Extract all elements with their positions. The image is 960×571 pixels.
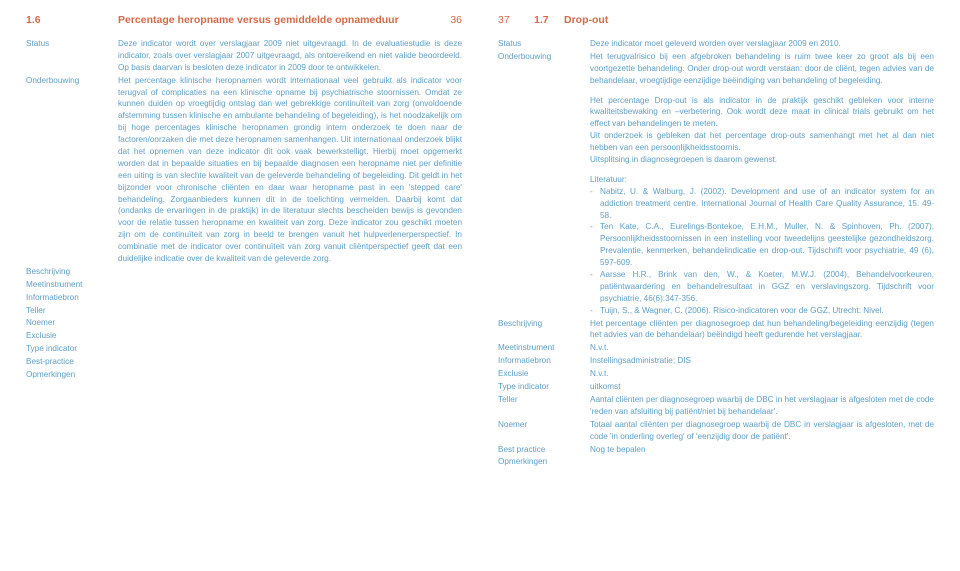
field-value	[590, 456, 934, 468]
field-label: Noemer	[498, 419, 590, 443]
literature-text: Ten Kate, C.A., Eurelings-Bontekoe, E.H.…	[600, 221, 934, 269]
field-value: Het terugvalrisico bij een afgebroken be…	[590, 51, 934, 317]
field-value: uitkomst	[590, 381, 934, 393]
field-label: Teller	[26, 305, 118, 317]
field-value	[118, 305, 462, 317]
field-value: Nog te bepalen	[590, 444, 934, 456]
field-label: Exclusie	[26, 330, 118, 342]
field-value: Totaal aantal cliënten per diagnosegroep…	[590, 419, 934, 443]
spacer	[590, 166, 934, 174]
literature-item: -Aarsse H.R., Brink van den, W., & Koete…	[590, 269, 934, 305]
field-value	[118, 369, 462, 381]
field-label: Best-practice	[26, 356, 118, 368]
field-value: N.v.t.	[590, 342, 934, 354]
paragraph: Het percentage Drop-out is als indicator…	[590, 95, 934, 131]
dash-icon: -	[590, 221, 600, 269]
field-value: Deze indicator wordt over verslagjaar 20…	[118, 38, 462, 74]
paragraph: Uitsplitsing in diagnosegroepen is daaro…	[590, 154, 934, 166]
left-page: 1.6 Percentage heropname versus gemiddel…	[0, 0, 480, 571]
field-label: Type indicator	[498, 381, 590, 393]
field-value	[118, 356, 462, 368]
field-label: Beschrijving	[26, 266, 118, 278]
field-value: Aantal cliënten per diagnosegroep waarbi…	[590, 394, 934, 418]
paragraph: Uit onderzoek is gebleken dat het percen…	[590, 130, 934, 154]
field-label: Opmerkingen	[498, 456, 590, 468]
paragraph: Het terugvalrisico bij een afgebroken be…	[590, 51, 934, 87]
field-label: Meetinstrument	[498, 342, 590, 354]
dash-icon: -	[590, 186, 600, 222]
left-heading: 1.6 Percentage heropname versus gemiddel…	[26, 14, 462, 26]
literature-label: Literatuur:	[590, 174, 934, 186]
field-label: Informatiebron	[498, 355, 590, 367]
field-label: Informatiebron	[26, 292, 118, 304]
field-value: Deze indicator moet geleverd worden over…	[590, 38, 934, 50]
literature-text: Nabitz, U. & Walburg, J. (2002). Develop…	[600, 186, 934, 222]
dash-icon: -	[590, 269, 600, 305]
field-label: Type indicator	[26, 343, 118, 355]
section-title: Percentage heropname versus gemiddelde o…	[118, 14, 432, 26]
field-label: Best practice	[498, 444, 590, 456]
field-label: Onderbouwing	[498, 51, 590, 317]
field-value	[118, 279, 462, 291]
field-label: Meetinstrument	[26, 279, 118, 291]
field-label: Onderbouwing	[26, 75, 118, 265]
section-number: 1.7	[534, 14, 564, 26]
field-label: Opmerkingen	[26, 369, 118, 381]
right-heading: 37 1.7 Drop-out	[498, 14, 934, 26]
literature-item: -Nabitz, U. & Walburg, J. (2002). Develo…	[590, 186, 934, 222]
field-value: N.v.t.	[590, 368, 934, 380]
field-value: Instellingsadministratie; DIS	[590, 355, 934, 367]
page-number: 37	[498, 14, 528, 26]
field-label: Exclusie	[498, 368, 590, 380]
field-value	[118, 330, 462, 342]
literature-item: -Ten Kate, C.A., Eurelings-Bontekoe, E.H…	[590, 221, 934, 269]
field-value	[118, 266, 462, 278]
page-number: 36	[432, 14, 462, 26]
field-label: Status	[498, 38, 590, 50]
dash-icon: -	[590, 305, 600, 317]
field-label: Status	[26, 38, 118, 74]
literature-text: Aarsse H.R., Brink van den, W., & Koeter…	[600, 269, 934, 305]
field-value	[118, 292, 462, 304]
field-value	[118, 343, 462, 355]
section-title: Drop-out	[564, 14, 934, 26]
literature-item: -Tuijn, S., & Wagner, C. (2006). Risico-…	[590, 305, 934, 317]
field-label: Teller	[498, 394, 590, 418]
field-value: Het percentage klinische heropnamen word…	[118, 75, 462, 265]
section-number: 1.6	[26, 14, 118, 26]
right-page: 37 1.7 Drop-out StatusDeze indicator moe…	[480, 0, 960, 571]
field-label: Beschrijving	[498, 318, 590, 342]
literature-text: Tuijn, S., & Wagner, C. (2006). Risico-i…	[600, 305, 884, 317]
spacer	[590, 87, 934, 95]
field-value: Het percentage cliënten per diagnosegroe…	[590, 318, 934, 342]
field-value	[118, 317, 462, 329]
field-label: Noemer	[26, 317, 118, 329]
